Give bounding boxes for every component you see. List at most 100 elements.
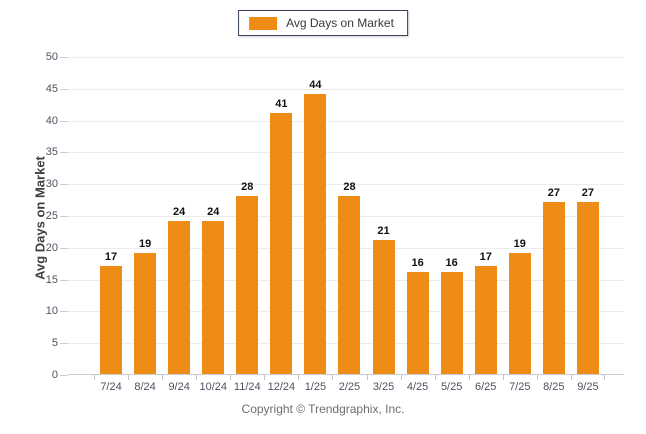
x-tick-mark [298,375,300,380]
bar-value-label: 17 [104,251,118,263]
x-tick-label: 4/25 [406,381,429,393]
plot-area: 17 19 24 24 28 41 44 28 21 16 16 17 19 27 27 [68,57,624,380]
bar-value-label: 19 [513,238,526,250]
bar [236,196,259,374]
bar-value-label: 16 [411,257,424,269]
bar-slot: 17 [469,57,503,374]
bar-slot: 28 [332,57,366,374]
x-tick-label: 9/25 [577,381,599,393]
x-axis-labels: 7/24 8/24 9/24 10/24 11/24 12/24 1/25 2/25 3/25 4… [94,381,605,393]
y-tick-mark [60,152,68,154]
y-tick-label: 20 [45,241,58,254]
gridline [68,88,624,90]
y-tick-mark [60,343,68,345]
x-tick-mark [94,375,95,380]
bar-slot: 41 [264,57,298,374]
x-tick-mark [502,375,504,380]
y-tick-mark [60,279,68,281]
y-tick-label: 0 [51,369,58,381]
bar-value-label: 28 [343,181,356,193]
bar-value-label: 41 [275,98,288,110]
bar-value-label: 21 [377,225,390,237]
bar [474,266,497,374]
bar-slot: 21 [367,57,401,374]
y-tick-label: 5 [51,337,58,350]
x-tick-label: 2/25 [338,381,361,393]
bar [338,196,361,374]
bar-value-label: 16 [445,257,458,269]
bar [508,253,531,374]
legend-swatch-icon [249,16,278,30]
bar [100,266,123,374]
legend-label: Avg Days on Market [286,16,394,30]
bar-value-label: 28 [241,181,254,193]
x-tick-mark [332,375,334,380]
bar-value-label: 44 [309,79,322,91]
x-tick-label: 3/25 [372,381,395,393]
x-axis-tick-marks [94,375,605,380]
copyright-text: Copyright © Trendgraphix, Inc. [241,402,405,416]
bar [576,202,599,374]
x-tick-label: 12/24 [267,381,296,393]
bar-slot: 27 [537,57,571,374]
x-tick-mark [400,375,402,380]
bar-slot: 28 [230,57,264,374]
x-tick-mark [162,375,164,380]
y-tick-mark [60,184,68,186]
legend: Avg Days on Market [238,10,408,36]
gridline [68,57,624,58]
x-tick-mark [196,375,198,380]
bar [406,272,429,374]
y-tick-mark [60,120,68,122]
bars-container: 17 19 24 24 28 41 44 28 21 16 16 17 19 27 27 [94,57,605,374]
bar [542,202,565,374]
x-tick-mark [604,375,605,380]
bar-slot: 24 [196,57,230,374]
bar-value-label: 27 [547,187,560,199]
x-tick-label: 8/25 [543,381,565,393]
y-tick-mark [60,311,68,313]
y-tick-mark [60,88,68,90]
bar [440,272,463,374]
gridline [68,184,624,186]
bar [202,221,225,374]
x-tick-mark [570,375,572,380]
x-tick-mark [366,375,368,380]
bar-slot: 27 [571,57,605,374]
bar [134,253,157,374]
bar [372,240,395,374]
x-tick-label: 5/25 [440,381,463,393]
y-tick-label: 35 [45,146,58,159]
bar [304,94,327,374]
x-tick-label: 7/24 [100,381,122,393]
y-tick-mark [60,57,68,58]
y-tick-label: 50 [45,51,58,63]
bar [270,113,293,374]
x-tick-label: 8/24 [134,381,156,393]
gridline [68,120,624,122]
bar-value-label: 17 [479,251,492,263]
x-tick-label: 9/24 [168,381,190,393]
x-tick-mark [468,375,470,380]
y-tick-label: 40 [45,114,58,127]
bar-value-label: 24 [173,206,186,218]
bar-value-label: 27 [581,187,595,199]
y-tick-mark [60,216,68,217]
gridline [68,152,624,154]
x-tick-mark [264,375,266,380]
y-tick-mark [60,247,68,249]
y-tick-mark [60,375,68,376]
x-tick-mark [230,375,232,380]
y-tick-label: 30 [45,178,58,191]
x-tick-label: 7/25 [509,381,531,393]
x-tick-label: 1/25 [304,381,327,393]
bar-slot: 24 [162,57,196,374]
y-tick-label: 25 [45,210,58,222]
x-tick-label: 11/24 [233,381,261,393]
x-tick-label: 6/25 [475,381,497,393]
y-tick-label: 15 [45,273,58,286]
bar-slot: 17 [94,57,128,374]
x-tick-mark [434,375,436,380]
y-tick-label: 45 [45,82,58,95]
